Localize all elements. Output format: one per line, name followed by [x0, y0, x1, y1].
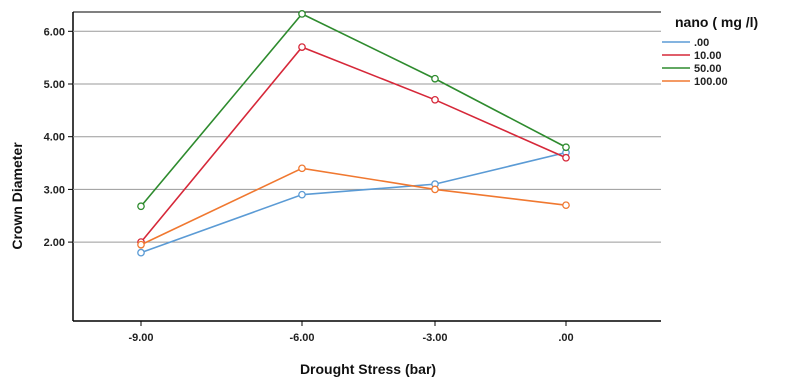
data-point — [431, 185, 439, 194]
data-point — [298, 190, 306, 199]
series-line — [140, 46, 567, 243]
x-tick-label: .00 — [558, 332, 573, 344]
data-point — [431, 95, 439, 104]
data-point — [298, 10, 306, 18]
y-axis-ticks: 2.003.004.005.006.007.00 — [44, 26, 73, 249]
x-tick-label: -3.00 — [422, 332, 447, 344]
series-line — [140, 167, 567, 246]
legend-title: nano ( mg /l) — [675, 14, 758, 30]
legend-label: 50.00 — [694, 63, 722, 75]
legend-label: 10.00 — [694, 50, 722, 62]
y-tick-label: 5.00 — [44, 79, 65, 91]
y-tick-label: 2.00 — [44, 237, 65, 249]
data-point — [562, 201, 570, 210]
data-point — [298, 43, 306, 51]
legend-label: .00 — [694, 37, 709, 49]
data-point — [562, 143, 570, 152]
data-point — [137, 248, 145, 257]
data-point — [137, 202, 145, 211]
x-axis-ticks: -9.00 -6.00 -3.00 .00 — [128, 321, 574, 344]
y-tick-label: 4.00 — [44, 132, 65, 144]
y-tick-label: 6.00 — [44, 26, 65, 38]
series-line — [140, 12, 567, 207]
data-point — [298, 164, 306, 173]
legend-label: 100.00 — [694, 76, 728, 88]
series-group — [137, 10, 570, 257]
y-axis-title: Crown Diameter — [9, 142, 25, 250]
data-point — [431, 74, 439, 83]
data-point — [137, 240, 145, 249]
x-axis-title: Drought Stress (bar) — [300, 361, 436, 377]
series-line — [140, 151, 567, 254]
plot-frame — [72, 11, 661, 322]
x-tick-label: -9.00 — [128, 332, 153, 344]
data-point — [562, 153, 570, 162]
x-tick-label: -6.00 — [289, 332, 314, 344]
y-tick-label: 3.00 — [44, 184, 65, 196]
gridlines — [73, 30, 661, 243]
